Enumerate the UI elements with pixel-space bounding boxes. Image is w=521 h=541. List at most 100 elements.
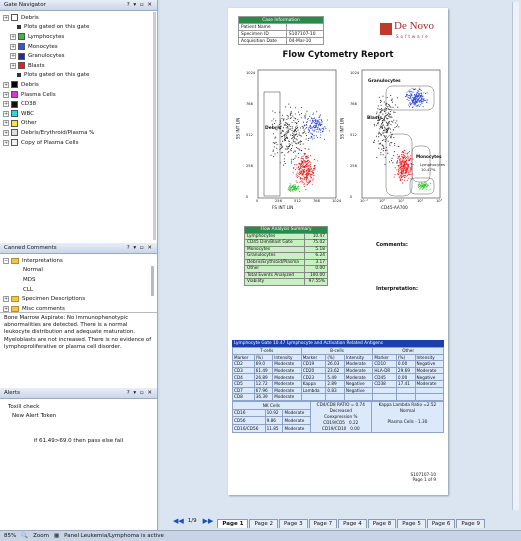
expand-icon[interactable]: + (3, 101, 9, 108)
gate-tree-item[interactable]: + Debris (3, 13, 154, 23)
event-dot (317, 121, 319, 123)
page-tab[interactable]: Page 1 (217, 519, 249, 528)
event-dot (295, 118, 297, 120)
event-dot (293, 151, 295, 153)
expand-icon[interactable]: + (3, 305, 9, 312)
gate-tree-item[interactable]: + Copy of Plasma Cells (3, 138, 154, 148)
zoom-icon[interactable]: 🔍 (21, 533, 29, 539)
monocytes-gate (411, 145, 431, 183)
event-dot (301, 174, 303, 176)
event-dot (293, 133, 295, 135)
gate-tree-item[interactable]: + Monocytes (3, 42, 154, 52)
event-dot (408, 97, 411, 99)
next-page-icon[interactable]: ▶▶ (202, 516, 214, 525)
vertical-scrollbar[interactable] (512, 2, 519, 510)
event-dot (416, 94, 418, 96)
expand-icon[interactable]: + (10, 62, 16, 69)
event-dot (307, 118, 309, 120)
expand-icon[interactable]: + (3, 110, 9, 117)
expand-icon[interactable]: + (10, 43, 16, 50)
event-dot (291, 138, 293, 140)
event-dot (282, 129, 284, 132)
event-dot (292, 186, 294, 188)
event-dot (303, 124, 305, 126)
coexp-label: CD19/CD10 (321, 425, 347, 431)
gate-tree-item[interactable]: + Debris/Erythroid/Plasma % (3, 128, 154, 138)
first-page-icon[interactable]: ◀◀ (173, 516, 184, 525)
gate-tree-item[interactable]: + Blasts (3, 61, 154, 71)
event-dot (382, 109, 384, 111)
scatter-plot-fs-ss[interactable]: Debris FS INT LIN SS INT LIN 0 256 512 768 1… (235, 66, 341, 212)
expand-icon[interactable]: + (3, 139, 9, 146)
canned-tree-item[interactable]: CLL (3, 285, 154, 295)
event-dot (421, 188, 423, 190)
panel-controls[interactable]: ? ▾ ▫ ✕ (126, 245, 153, 251)
gate-tree-item[interactable]: + Other (3, 119, 154, 129)
scrollbar[interactable] (151, 266, 154, 296)
alert-item[interactable]: New Alert Token (4, 412, 153, 422)
alert-item[interactable]: Toxill check (4, 402, 153, 412)
expand-icon[interactable]: + (10, 33, 16, 40)
coexp-row: CD19/CD10 0.00 (312, 426, 370, 432)
event-dot (408, 95, 410, 97)
expand-icon[interactable]: + (3, 91, 9, 98)
page-tab[interactable]: Page 4 (338, 519, 367, 528)
expand-icon[interactable]: − (3, 257, 9, 264)
plot-bullet-icon (17, 25, 21, 30)
event-dot (400, 162, 402, 164)
expand-icon[interactable]: + (10, 53, 16, 60)
event-dot (318, 125, 320, 127)
gate-tree-item[interactable]: + Lymphocytes (3, 32, 154, 42)
expand-icon[interactable]: + (3, 129, 9, 136)
page-tab[interactable]: Page 9 (456, 519, 485, 528)
expand-icon[interactable]: + (3, 120, 9, 127)
canned-tree-item[interactable]: MDS (3, 275, 154, 285)
canned-tree-item[interactable]: Normal (3, 266, 154, 276)
panel-controls[interactable]: ? ▾ ▫ ✕ (126, 2, 153, 8)
expand-icon[interactable]: + (3, 296, 9, 303)
event-dot (298, 166, 300, 168)
gate-tree-item[interactable]: + Debris (3, 80, 154, 90)
event-dot (321, 127, 324, 130)
page-tab[interactable]: Page 5 (397, 519, 426, 528)
gate-tree-item[interactable]: + WBC (3, 109, 154, 119)
event-dot (298, 175, 300, 178)
event-dot (300, 163, 302, 165)
event-dot (309, 181, 311, 183)
event-dot (310, 165, 312, 167)
event-dot (309, 160, 311, 162)
gate-tree-item[interactable]: + Plasma Cells (3, 90, 154, 100)
gate-tree-item[interactable]: + Granulocytes (3, 51, 154, 61)
event-dot (390, 142, 392, 144)
gate-tree-item[interactable]: Plots gated on this gate (3, 71, 154, 81)
scatter-plot-cd45-ss[interactable]: Granulocytes Blasts Monocytes Lymphocyte… (339, 66, 445, 212)
gate-tree-item[interactable]: + CD38 (3, 99, 154, 109)
page-tab[interactable]: Page 6 (426, 519, 456, 528)
page-tab[interactable]: Page 3 (279, 519, 308, 528)
event-dot (423, 99, 425, 101)
canned-tree-item[interactable]: − Interpretations (3, 256, 154, 266)
event-dot (399, 167, 401, 169)
scrollbar[interactable] (153, 12, 156, 240)
page-tab[interactable]: Page 2 (249, 519, 278, 528)
event-dot (390, 115, 392, 118)
event-dot (380, 100, 382, 102)
page-tab[interactable]: Page 8 (367, 519, 397, 528)
event-dot (406, 93, 408, 95)
page-tab[interactable]: Page 7 (308, 519, 338, 528)
zoom-button[interactable]: Zoom (33, 533, 49, 539)
canned-tree-item[interactable]: + Specimen Descriptions (3, 294, 154, 304)
event-dot (276, 152, 278, 154)
gate-tree-item[interactable]: Plots gated on this gate (3, 23, 154, 33)
event-dot (409, 89, 411, 91)
comment-text[interactable]: Bone Marrow Aspirate: No immunophenotypi… (0, 312, 157, 396)
event-dot (399, 158, 401, 160)
expand-icon[interactable]: + (3, 81, 9, 88)
canned-tree-item[interactable]: + Misc comments (3, 304, 154, 312)
event-dot (396, 162, 398, 164)
panel-controls[interactable]: ? ▾ ▫ ✕ (126, 390, 153, 396)
event-dot (305, 128, 307, 130)
expand-icon[interactable]: + (3, 14, 9, 21)
event-dot (289, 140, 291, 143)
